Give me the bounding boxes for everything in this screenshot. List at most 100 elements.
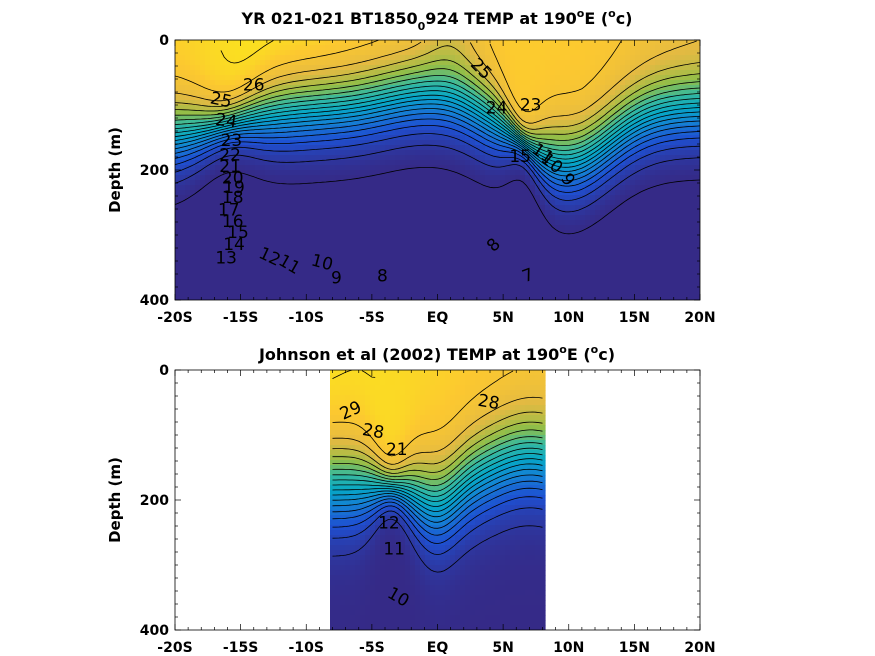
temperature-cell [360,70,366,76]
temperature-cell [205,55,211,61]
temperature-cell [385,260,391,266]
temperature-cell [325,95,331,101]
temperature-cell [410,295,416,300]
temperature-cell [510,95,516,101]
temperature-cell [515,40,521,46]
temperature-cell [595,245,601,251]
temperature-cell [540,275,546,281]
temperature-cell [420,180,426,186]
temperature-cell [325,230,331,236]
temperature-cell [250,205,256,211]
temperature-cell [330,70,336,76]
temperature-cell [210,205,216,211]
temperature-cell [465,45,471,51]
temperature-cell [375,85,381,91]
temperature-cell [505,125,511,131]
temperature-cell [225,65,231,71]
temperature-cell [395,170,401,176]
temperature-cell [245,85,251,91]
temperature-cell [490,190,496,196]
temperature-cell [440,205,446,211]
temperature-cell [370,85,376,91]
temperature-cell [465,245,471,251]
temperature-cell [205,60,211,66]
temperature-cell [370,105,376,111]
temperature-cell [580,150,586,156]
temperature-cell [490,230,496,236]
temperature-cell [390,45,396,51]
temperature-cell [295,145,301,151]
temperature-cell [260,85,266,91]
temperature-cell [400,110,406,116]
temperature-cell [220,110,226,116]
temperature-cell [555,40,561,46]
temperature-cell [585,255,591,261]
temperature-cell [395,195,401,201]
temperature-cell [400,265,406,271]
temperature-cell [600,295,606,300]
temperature-cell [565,220,571,226]
temperature-cell [300,195,306,201]
temperature-cell [350,245,356,251]
temperature-cell [410,270,416,276]
temperature-cell [600,160,606,166]
temperature-cell [215,65,221,71]
temperature-cell [650,240,656,246]
temperature-cell [435,260,441,266]
temperature-cell [490,110,496,116]
temperature-cell [585,295,591,300]
temperature-cell [435,80,441,86]
temperature-cell [280,95,286,101]
temperature-cell [180,60,186,66]
temperature-cell [530,100,536,106]
temperature-cell [260,195,266,201]
temperature-cell [475,290,481,296]
temperature-cell [195,270,201,276]
temperature-cell [195,135,201,141]
temperature-cell [650,70,656,76]
temperature-cell [275,255,281,261]
temperature-cell [610,255,616,261]
temperature-cell [180,240,186,246]
temperature-cell [575,40,581,46]
temperature-cell [340,275,346,281]
temperature-cell [270,240,276,246]
temperature-cell [490,105,496,111]
temperature-cell [555,150,561,156]
temperature-cell [360,255,366,261]
temperature-cell [400,60,406,66]
temperature-cell [415,205,421,211]
temperature-cell [520,205,526,211]
temperature-cell [350,180,356,186]
temperature-cell [330,105,336,111]
temperature-cell [195,200,201,206]
temperature-cell [265,85,271,91]
temperature-cell [175,220,181,226]
temperature-cell [490,200,496,206]
temperature-cell [385,275,391,281]
temperature-cell [230,85,236,91]
temperature-cell [350,275,356,281]
temperature-cell [380,190,386,196]
temperature-cell [635,205,641,211]
temperature-cell [250,145,256,151]
temperature-cell [400,195,406,201]
temperature-cell [570,55,576,61]
temperature-cell [210,225,216,231]
temperature-cell [595,260,601,266]
temperature-cell [480,210,486,216]
temperature-cell [520,275,526,281]
temperature-cell [550,190,556,196]
temperature-cell [220,125,226,131]
temperature-cell [645,175,651,181]
temperature-cell [420,270,426,276]
temperature-cell [325,205,331,211]
temperature-cell [405,205,411,211]
temperature-cell [525,285,531,291]
temperature-cell [610,70,616,76]
temperature-cell [640,115,646,121]
temperature-cell [325,90,331,96]
temperature-cell [515,65,521,71]
temperature-cell [200,235,206,241]
temperature-cell [640,150,646,156]
